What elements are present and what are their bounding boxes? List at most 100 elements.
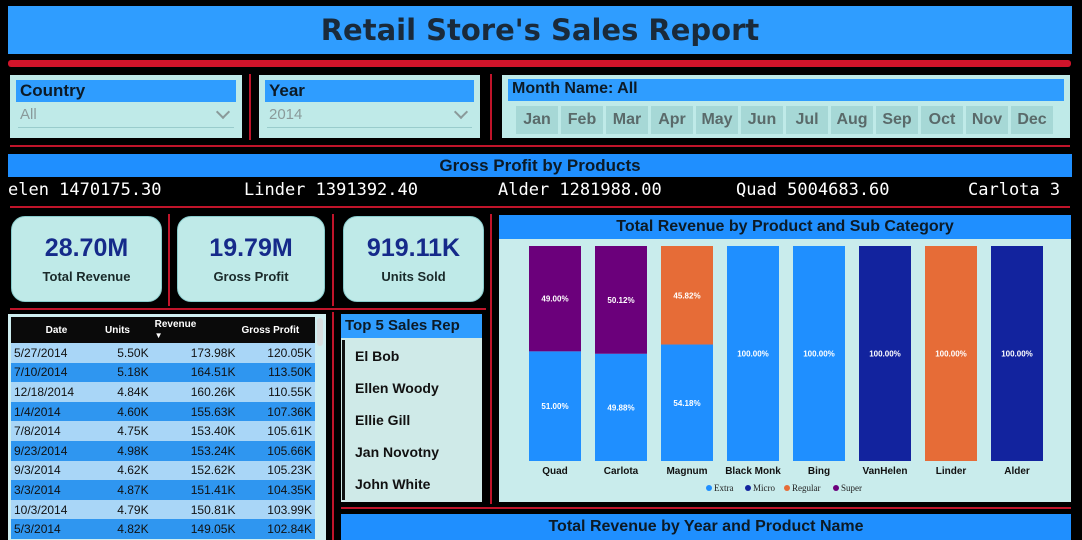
month-button-jun[interactable]: Jun [741,106,783,134]
table-cell: 4.79K [101,499,152,520]
country-dropdown[interactable]: All [18,102,234,128]
divider [249,74,251,140]
year-dropdown[interactable]: 2014 [267,102,472,128]
table-cell: 160.26K [151,382,239,402]
table-row[interactable]: 1/4/2014 4.60K 155.63K 107.36K [11,401,315,422]
bar-segment-extra[interactable] [793,246,845,461]
bar-segment-extra[interactable] [727,246,779,461]
month-button-apr[interactable]: Apr [651,106,693,134]
table-row[interactable]: 12/18/2014 4.84K 160.26K 110.55K [11,382,315,402]
bar-segment-extra[interactable] [661,344,713,461]
table-row[interactable]: 3/3/2014 4.87K 151.41K 104.35K [11,480,315,500]
table-row[interactable]: 7/8/2014 4.75K 153.40K 105.61K [11,421,315,441]
table-cell: 105.66K [238,440,315,461]
data-label: 50.12% [607,296,634,305]
table-row[interactable]: 9/3/2014 4.62K 152.62K 105.23K [11,460,315,481]
bar-segment-regular[interactable] [925,246,977,461]
table-cell: 7/10/2014 [11,362,102,383]
data-label: 100.00% [869,350,901,359]
table-row[interactable]: 9/23/2014 4.98K 153.24K 105.66K [11,440,315,461]
table-cell: 103.99K [238,499,315,520]
table-row[interactable]: 7/10/2014 5.18K 164.51K 113.50K [11,362,315,383]
month-slicer[interactable]: Month Name: All Jan Feb Mar Apr May Jun Jul Aug… [502,75,1070,138]
data-label: 100.00% [803,350,835,359]
table-cell: 104.35K [238,480,315,500]
data-label: 54.18% [673,399,700,408]
table-row[interactable]: 5/27/2014 5.50K 173.98K 120.05K [11,343,315,363]
year-slicer[interactable]: Year 2014 [259,75,480,138]
table-cell: 152.62K [151,460,239,481]
table-cell: 5/27/2014 [11,343,102,363]
month-slicer-label: Month Name: All [508,79,1064,101]
divider [490,74,492,140]
bar-segment-extra[interactable] [529,351,581,461]
column-header-date[interactable]: Date [11,317,102,343]
chevron-down-icon[interactable] [453,104,469,119]
x-tick-label: VanHelen [862,466,907,477]
table-cell: 3/3/2014 [11,480,102,500]
stacked-bar-chart: 49.00% 51.00% Quad 50.12% 49.88% Carlota 45.82… [529,246,1043,493]
legend-marker-micro [745,485,751,491]
data-label: 51.00% [541,402,568,411]
x-tick-label: Carlota [604,466,639,477]
table-cell: 102.84K [238,519,315,539]
table-cell: 4.87K [101,480,152,500]
sales-rep-item[interactable]: John White [342,468,482,500]
bar-segment-micro[interactable] [859,246,911,461]
bar-segment-regular[interactable] [661,246,713,345]
sort-desc-icon: ▼ [154,331,163,340]
x-tick-label: Magnum [666,466,707,477]
divider [341,507,1071,509]
gross-profit-ticker: elen 1470175.30 Linder 1391392.40 Alder 12… [8,178,1072,202]
month-button-mar[interactable]: Mar [606,106,648,134]
ticker-item: Alder 1281988.00 [498,180,662,200]
bar-segment-micro[interactable] [991,246,1043,461]
table-scrollbar[interactable] [317,318,323,346]
table-cell: 105.23K [238,460,315,481]
column-header-revenue[interactable]: Revenue ▼ [151,317,239,343]
month-button-oct[interactable]: Oct [921,106,963,134]
country-value: All [20,106,37,123]
table-cell: 4.84K [101,382,152,402]
ticker-item: Quad 5004683.60 [736,180,890,200]
month-button-feb[interactable]: Feb [561,106,603,134]
month-button-nov[interactable]: Nov [966,106,1008,134]
sales-rep-item[interactable]: Ellie Gill [342,404,482,436]
legend-marker-extra [706,485,712,491]
year-slicer-label: Year [265,80,474,102]
table-row[interactable]: 10/3/2014 4.79K 150.81K 103.99K [11,499,315,520]
legend-item-regular[interactable]: Regular [792,483,821,493]
table-row[interactable]: 5/3/2014 4.82K 149.05K 102.84K [11,519,315,539]
month-button-may[interactable]: May [696,106,738,134]
table-cell: 5/3/2014 [11,519,102,539]
chevron-down-icon[interactable] [215,104,231,119]
column-header-gross-profit[interactable]: Gross Profit [238,317,315,343]
table-cell: 4.60K [101,401,152,422]
month-button-sep[interactable]: Sep [876,106,918,134]
bar-segment-super[interactable] [595,246,647,354]
table-cell: 9/23/2014 [11,440,102,461]
month-button-aug[interactable]: Aug [831,106,873,134]
month-button-jul[interactable]: Jul [786,106,828,134]
data-label: 49.00% [541,295,568,304]
legend-item-micro[interactable]: Micro [753,483,775,493]
legend-item-extra[interactable]: Extra [714,483,734,493]
x-tick-label: Bing [808,466,830,477]
table-cell: 9/3/2014 [11,460,102,481]
country-slicer[interactable]: Country All [10,75,242,138]
month-button-dec[interactable]: Dec [1011,106,1053,134]
sales-rep-item[interactable]: El Bob [342,340,482,372]
table-cell: 105.61K [238,421,315,441]
sales-rep-item[interactable]: Jan Novotny [342,436,482,468]
x-tick-label: Black Monk [725,466,781,477]
legend-item-super[interactable]: Super [841,483,862,493]
bar-segment-super[interactable] [529,246,581,352]
table-cell: 4.98K [101,440,152,461]
sales-rep-item[interactable]: Ellen Woody [342,372,482,404]
kpi-value: 19.79M [209,234,293,262]
column-header-units[interactable]: Units [101,317,152,343]
table-cell: 153.24K [151,440,239,461]
ticker-item: Linder 1391392.40 [244,180,418,200]
bar-segment-extra[interactable] [595,353,647,461]
month-button-jan[interactable]: Jan [516,106,558,134]
